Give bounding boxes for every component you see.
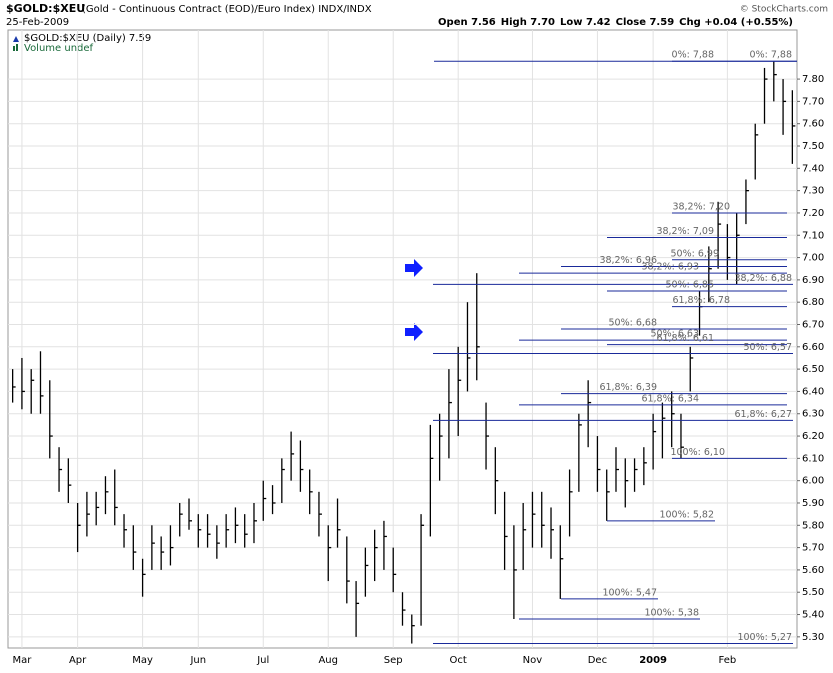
y-tick-label: 7.00 [802, 253, 824, 264]
y-tick-label: 6.90 [802, 275, 824, 286]
quote-item: Low 7.42 [560, 17, 611, 28]
fib-label: 50%: 6,68 [609, 317, 658, 328]
x-tick-label: Nov [523, 655, 543, 666]
fib-label: 50%: 6,63 [651, 329, 700, 340]
y-tick-label: 5.50 [802, 587, 824, 598]
arrow [405, 259, 423, 277]
y-tick-label: 7.10 [802, 230, 824, 241]
fib-label: 38,2%: 6,88 [734, 273, 792, 284]
fib-label: 61,8%: 6,39 [599, 382, 657, 393]
legend-icon [16, 44, 18, 51]
y-tick-label: 7.40 [802, 163, 824, 174]
y-tick-label: 7.80 [802, 74, 824, 85]
legend-entry: Volume undef [24, 43, 94, 54]
quote: Open 7.56 High 7.70 Low 7.42 Close 7.59 Chg … [438, 17, 793, 28]
fib-label: 0%: 7,88 [672, 50, 714, 61]
y-tick-label: 7.50 [802, 141, 824, 152]
fib-label: 61,8%: 6,34 [641, 393, 699, 404]
x-tick-label: Feb [719, 655, 737, 666]
x-tick-label: Aug [318, 655, 338, 666]
fib-label: 38,2%: 7,20 [672, 201, 730, 212]
description: (Gold - Continuous Contract (EOD)/Euro I… [82, 4, 372, 15]
symbol: $GOLD:$XEU [6, 2, 85, 15]
y-tick-label: 5.70 [802, 543, 824, 554]
y-tick-label: 6.00 [802, 476, 824, 487]
y-tick-label: 5.80 [802, 520, 824, 531]
y-tick-label: 6.80 [802, 297, 824, 308]
fib-label: 38,2%: 6,96 [599, 255, 657, 266]
x-tick-label: Jul [256, 655, 269, 666]
y-tick-label: 6.20 [802, 431, 824, 442]
fib-label: 38,2%: 7,09 [656, 226, 714, 237]
y-tick-label: 5.90 [802, 498, 824, 509]
date: 25-Feb-2009 [6, 17, 69, 28]
fib-label: 0%: 7,88 [750, 50, 792, 61]
fib-label: 50%: 6,99 [671, 248, 720, 259]
y-tick-label: 6.30 [802, 409, 824, 420]
x-tick-label: Apr [69, 655, 87, 666]
plot-frame [7, 29, 798, 649]
y-tick-label: 5.40 [802, 610, 824, 621]
x-tick-label: Sep [384, 655, 403, 666]
quote-item: Open 7.56 [438, 17, 496, 28]
arrow [405, 323, 423, 341]
x-tick-label: May [132, 655, 153, 666]
quote-item: Close 7.59 [616, 17, 675, 28]
quote-item: Chg +0.04 (+0.55%) [679, 17, 793, 28]
y-tick-label: 6.50 [802, 364, 824, 375]
fib-label: 38,2%: 6,93 [641, 262, 699, 273]
y-tick-label: 6.40 [802, 386, 824, 397]
x-tick-label: 2009 [639, 655, 667, 666]
x-tick-label: Jun [189, 655, 206, 666]
source: © StockCharts.com [740, 5, 828, 15]
legend-icon [13, 36, 19, 42]
x-tick-label: Oct [450, 655, 467, 666]
fib-label: 100%: 5,27 [737, 632, 792, 643]
fib-label: 50%: 6,85 [666, 280, 715, 291]
y-tick-label: 6.10 [802, 453, 824, 464]
y-tick-label: 7.20 [802, 208, 824, 219]
legend-entry: $GOLD:$XEU (Daily) 7.59 [24, 33, 151, 44]
fib-label: 100%: 5,47 [602, 587, 657, 598]
y-tick-label: 7.70 [802, 96, 824, 107]
fib-label: 61,8%: 6,78 [672, 295, 730, 306]
y-tick-label: 6.60 [802, 342, 824, 353]
quote-item: High 7.70 [501, 17, 555, 28]
y-tick-label: 7.30 [802, 186, 824, 197]
y-tick-label: 5.60 [802, 565, 824, 576]
y-tick-label: 7.60 [802, 119, 824, 130]
fib-label: 61,8%: 6,61 [656, 333, 714, 344]
fib-label: 50%: 6,57 [744, 342, 793, 353]
y-tick-label: 5.30 [802, 632, 824, 643]
x-tick-label: Mar [12, 655, 32, 666]
fib-label: 100%: 5,38 [644, 607, 699, 618]
fib-label: 100%: 5,82 [659, 509, 714, 520]
x-tick-label: Dec [588, 655, 607, 666]
fib-label: 100%: 6,10 [670, 447, 725, 458]
y-tick-label: 6.70 [802, 319, 824, 330]
legend-icon [13, 46, 15, 51]
fib-label: 61,8%: 6,27 [734, 409, 792, 420]
